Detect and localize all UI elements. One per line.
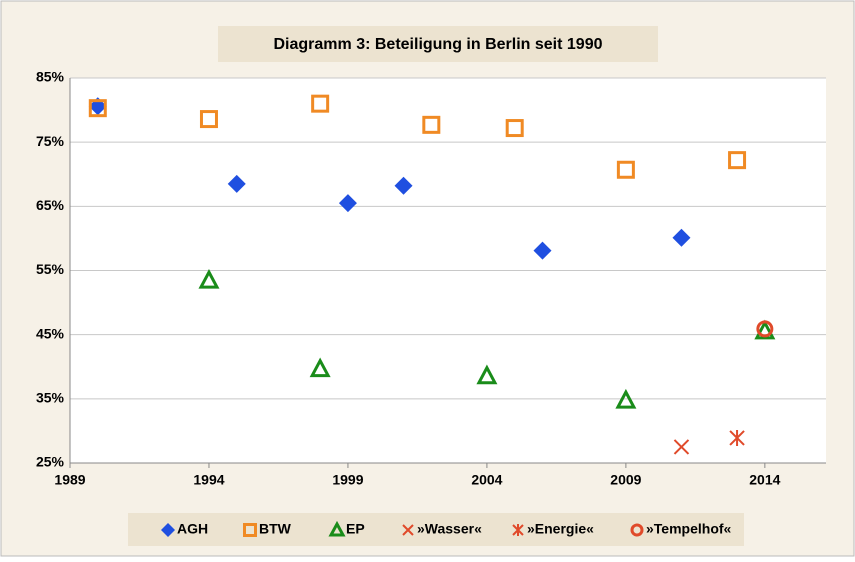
marker	[199, 110, 218, 129]
legend-label: »Wasser«	[417, 521, 482, 537]
marker	[394, 176, 413, 195]
legend-marker	[402, 524, 414, 536]
marker	[533, 241, 552, 260]
legend-marker	[512, 524, 524, 536]
x-tick-label: 2004	[471, 472, 502, 488]
marker	[756, 320, 774, 338]
x-tick-label: 1989	[54, 472, 85, 488]
marker	[673, 439, 690, 455]
y-tick-label: 55%	[36, 261, 65, 277]
legend-label: AGH	[177, 521, 208, 537]
y-tick-label: 65%	[36, 197, 65, 213]
y-tick-label: 85%	[36, 69, 65, 85]
x-tick-label: 2009	[610, 472, 641, 488]
marker	[505, 119, 524, 138]
marker	[616, 160, 635, 179]
marker	[338, 194, 357, 213]
chart-title: Diagramm 3: Beteiligung in Berlin seit 1…	[274, 36, 603, 53]
legend-label: BTW	[259, 521, 292, 537]
legend-label: »Energie«	[527, 521, 594, 537]
y-tick-label: 35%	[36, 390, 65, 406]
marker	[311, 94, 330, 113]
x-tick-label: 1999	[332, 472, 363, 488]
y-tick-label: 75%	[36, 133, 65, 149]
x-tick-label: 1994	[193, 472, 224, 488]
marker	[198, 268, 220, 289]
legend-marker	[328, 520, 346, 537]
y-tick-label: 25%	[36, 454, 65, 470]
marker	[422, 115, 441, 134]
legend-marker	[161, 523, 175, 537]
marker	[88, 99, 107, 118]
legend-marker	[243, 523, 257, 537]
legend-marker	[630, 523, 644, 537]
legend-label: »Tempelhof«	[646, 521, 732, 537]
marker	[754, 319, 776, 340]
marker	[227, 174, 246, 193]
x-tick-label: 2014	[749, 472, 780, 488]
legend-label: EP	[346, 521, 365, 537]
marker	[309, 357, 331, 378]
marker	[476, 364, 498, 385]
marker	[672, 228, 691, 247]
title-box	[218, 26, 658, 62]
marker	[615, 388, 637, 409]
marker	[729, 429, 745, 446]
y-tick-label: 45%	[36, 325, 65, 341]
marker	[728, 151, 747, 170]
